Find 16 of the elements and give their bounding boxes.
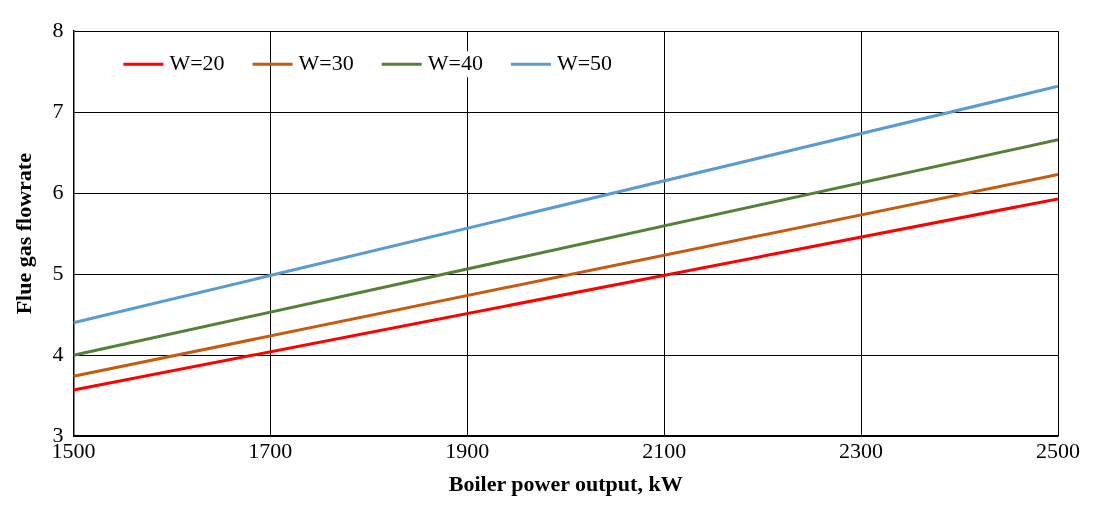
y-tick-label: 8 — [52, 16, 64, 42]
legend-label: W=30 — [298, 49, 354, 75]
y-tick-label: 4 — [52, 340, 64, 366]
x-tick-label: 1700 — [248, 438, 293, 464]
y-tick-label: 7 — [52, 97, 64, 123]
x-tick-label: 2500 — [1036, 438, 1080, 464]
x-tick-label: 2100 — [642, 438, 687, 464]
x-tick-label: 1900 — [445, 438, 490, 464]
x-axis-title: Boiler power output, kW — [448, 471, 683, 497]
y-axis-title: Flue gas flowrate — [10, 152, 36, 315]
legend-label: W=40 — [427, 49, 483, 75]
y-tick-label: 5 — [52, 259, 64, 285]
legend-label: W=20 — [169, 49, 225, 75]
y-tick-label: 6 — [52, 178, 64, 204]
x-tick-label: 2300 — [839, 438, 884, 464]
legend-label: W=50 — [556, 49, 613, 75]
